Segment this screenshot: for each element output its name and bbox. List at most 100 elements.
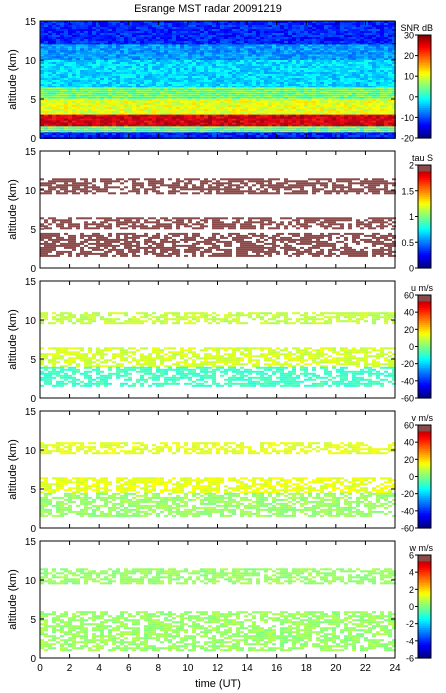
colorbar-segment	[418, 95, 431, 98]
colorbar-segment	[418, 359, 431, 363]
colorbar-segment	[418, 382, 431, 386]
data-layer	[40, 126, 396, 133]
colorbar-segment	[418, 114, 431, 118]
colorbar-segment	[418, 523, 431, 527]
y-tick-label: 15	[25, 277, 37, 288]
colorbar-tick-label: 4	[409, 568, 414, 578]
colorbar-segment	[418, 325, 431, 328]
colorbar-segment	[418, 619, 431, 623]
colorbar-segment	[418, 570, 431, 573]
colorbar-segment	[418, 225, 431, 228]
colorbar-segment	[418, 636, 431, 640]
colorbar-segment	[418, 610, 431, 614]
colorbar-segment	[418, 35, 431, 38]
colorbar-tick-label: -40	[401, 506, 414, 516]
colorbar-segment	[418, 177, 431, 181]
colorbar-tick-label: 0	[409, 264, 414, 274]
colorbar-tick-label: 1.5	[401, 186, 414, 196]
y-tick-label: 10	[25, 446, 37, 457]
colorbar-segment	[418, 515, 431, 518]
colorbar-label: u m/s	[411, 283, 434, 293]
colorbar-segment	[418, 506, 431, 510]
colorbar-segment	[418, 192, 431, 196]
colorbar-segment	[418, 525, 431, 529]
colorbar-segment	[418, 169, 431, 173]
colorbar-segment	[418, 201, 431, 205]
colorbar-segment	[418, 255, 431, 258]
colorbar-segment	[418, 207, 431, 211]
colorbar-segment	[418, 216, 431, 220]
colorbar-segment	[418, 638, 431, 642]
colorbar-segment	[418, 521, 431, 525]
colorbar-segment	[418, 389, 431, 393]
colorbar-segment	[418, 103, 431, 107]
colorbar-segment	[418, 122, 431, 126]
colorbar-segment	[418, 127, 431, 131]
colorbar-segment	[418, 257, 431, 261]
y-tick-label: 5	[30, 95, 36, 106]
colorbar-segment	[418, 331, 431, 335]
colorbar-segment	[418, 73, 431, 77]
colorbar-segment	[418, 355, 431, 358]
colorbar-tick-label: 0	[409, 602, 414, 612]
colorbar-segment	[418, 642, 431, 646]
y-axis-label: altitude (km)	[7, 179, 19, 240]
colorbar-segment	[418, 647, 431, 651]
colorbar-segment	[418, 56, 431, 60]
colorbar-label: tau S	[412, 153, 433, 163]
colorbar-segment	[418, 427, 431, 430]
colorbar-segment	[418, 497, 431, 501]
colorbar-segment	[418, 218, 431, 222]
colorbar-segment	[418, 250, 431, 254]
data-layer	[40, 178, 396, 195]
colorbar-segment	[418, 227, 431, 230]
colorbar-segment	[418, 71, 431, 75]
colorbar-segment	[418, 90, 431, 94]
colorbar-tick-label: -20	[401, 489, 414, 499]
colorbar-segment	[418, 446, 431, 450]
colorbar-segment	[418, 387, 431, 391]
chart-title: Esrange MST radar 20091219	[134, 3, 282, 15]
colorbar-tick-label: -4	[406, 636, 414, 646]
colorbar-tick-label: 40	[404, 308, 414, 318]
colorbar-segment	[418, 212, 431, 215]
colorbar-segment	[418, 617, 431, 620]
x-tick-label: 24	[389, 663, 401, 674]
y-tick-label: 0	[30, 264, 36, 275]
colorbar-segment	[418, 329, 431, 333]
colorbar-segment	[418, 555, 431, 558]
colorbar-segment	[418, 361, 431, 365]
colorbar-segment	[418, 485, 431, 488]
data-layer	[40, 477, 396, 494]
colorbar-segment	[418, 634, 431, 638]
colorbar-segment	[418, 480, 431, 484]
colorbar-segment	[418, 487, 431, 490]
data-layer	[40, 44, 396, 61]
colorbar-segment	[418, 240, 431, 243]
colorbar-segment	[418, 337, 431, 341]
colorbar-segment	[418, 621, 431, 625]
colorbar-segment	[418, 478, 431, 482]
colorbar-segment	[418, 220, 431, 224]
data-layer	[40, 87, 396, 100]
colorbar-segment	[418, 649, 431, 653]
y-tick-label: 15	[25, 537, 37, 548]
colorbar-segment	[418, 385, 431, 388]
colorbar-segment	[418, 263, 431, 267]
colorbar: v m/s60 40 20 0 -20 -40 -60	[401, 413, 434, 534]
colorbar-segment	[418, 184, 431, 188]
colorbar-segment	[418, 199, 431, 203]
colorbar-segment	[418, 88, 431, 92]
colorbar-segment	[418, 572, 431, 575]
colorbar-segment	[418, 265, 431, 269]
colorbar-segment	[418, 222, 431, 226]
colorbar-segment	[418, 655, 431, 659]
colorbar-segment	[418, 203, 431, 207]
colorbar-segment	[418, 41, 431, 45]
colorbar-segment	[418, 118, 431, 122]
colorbar-segment	[418, 229, 431, 233]
colorbar-segment	[418, 472, 431, 475]
